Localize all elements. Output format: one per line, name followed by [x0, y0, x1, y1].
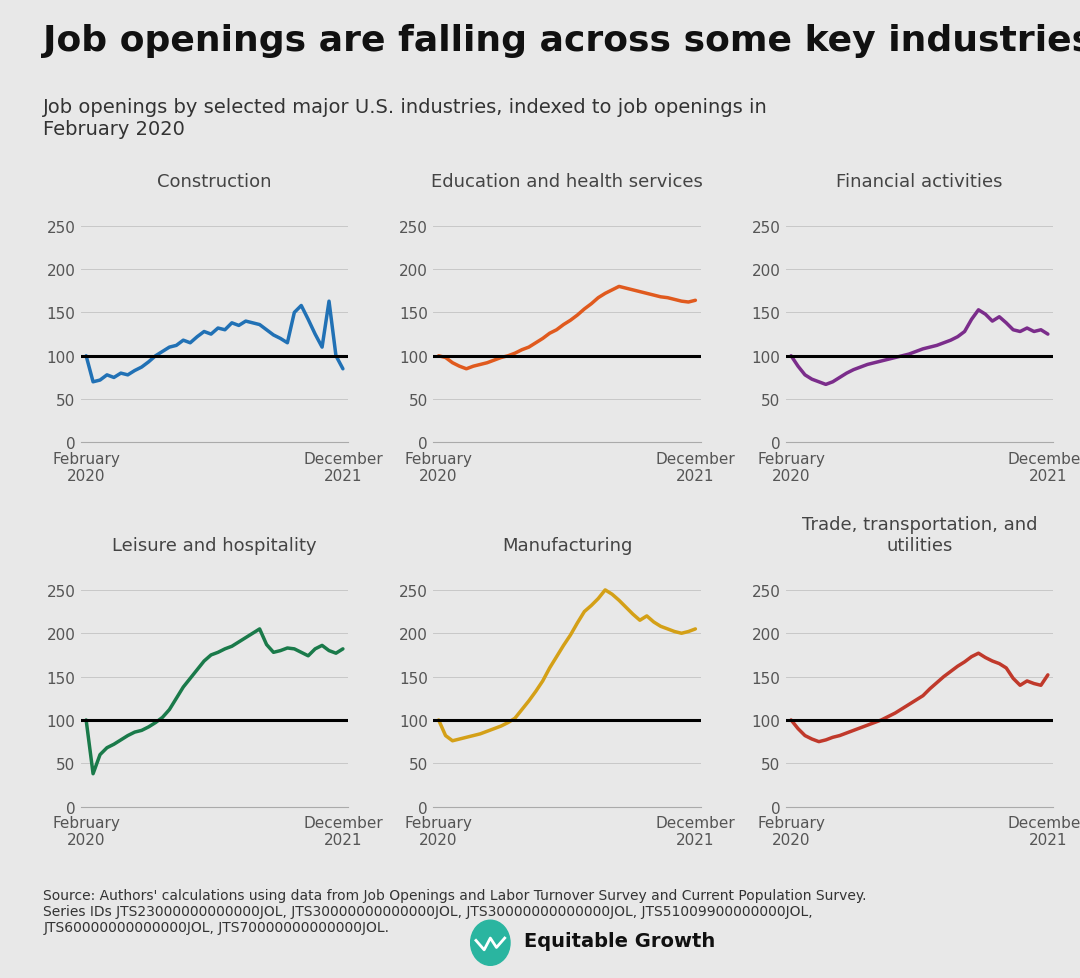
Text: Job openings by selected major U.S. industries, indexed to job openings in
Febru: Job openings by selected major U.S. indu…	[43, 98, 768, 139]
Title: Financial activities: Financial activities	[836, 173, 1002, 191]
Text: Source: Authors' calculations using data from Job Openings and Labor Turnover Su: Source: Authors' calculations using data…	[43, 888, 867, 934]
Title: Trade, transportation, and
utilities: Trade, transportation, and utilities	[801, 515, 1037, 555]
Title: Construction: Construction	[158, 173, 272, 191]
Circle shape	[471, 920, 510, 965]
Text: Job openings are falling across some key industries: Job openings are falling across some key…	[43, 24, 1080, 59]
Title: Manufacturing: Manufacturing	[502, 537, 632, 555]
Text: Equitable Growth: Equitable Growth	[524, 931, 715, 951]
Title: Leisure and hospitality: Leisure and hospitality	[112, 537, 316, 555]
Title: Education and health services: Education and health services	[431, 173, 703, 191]
